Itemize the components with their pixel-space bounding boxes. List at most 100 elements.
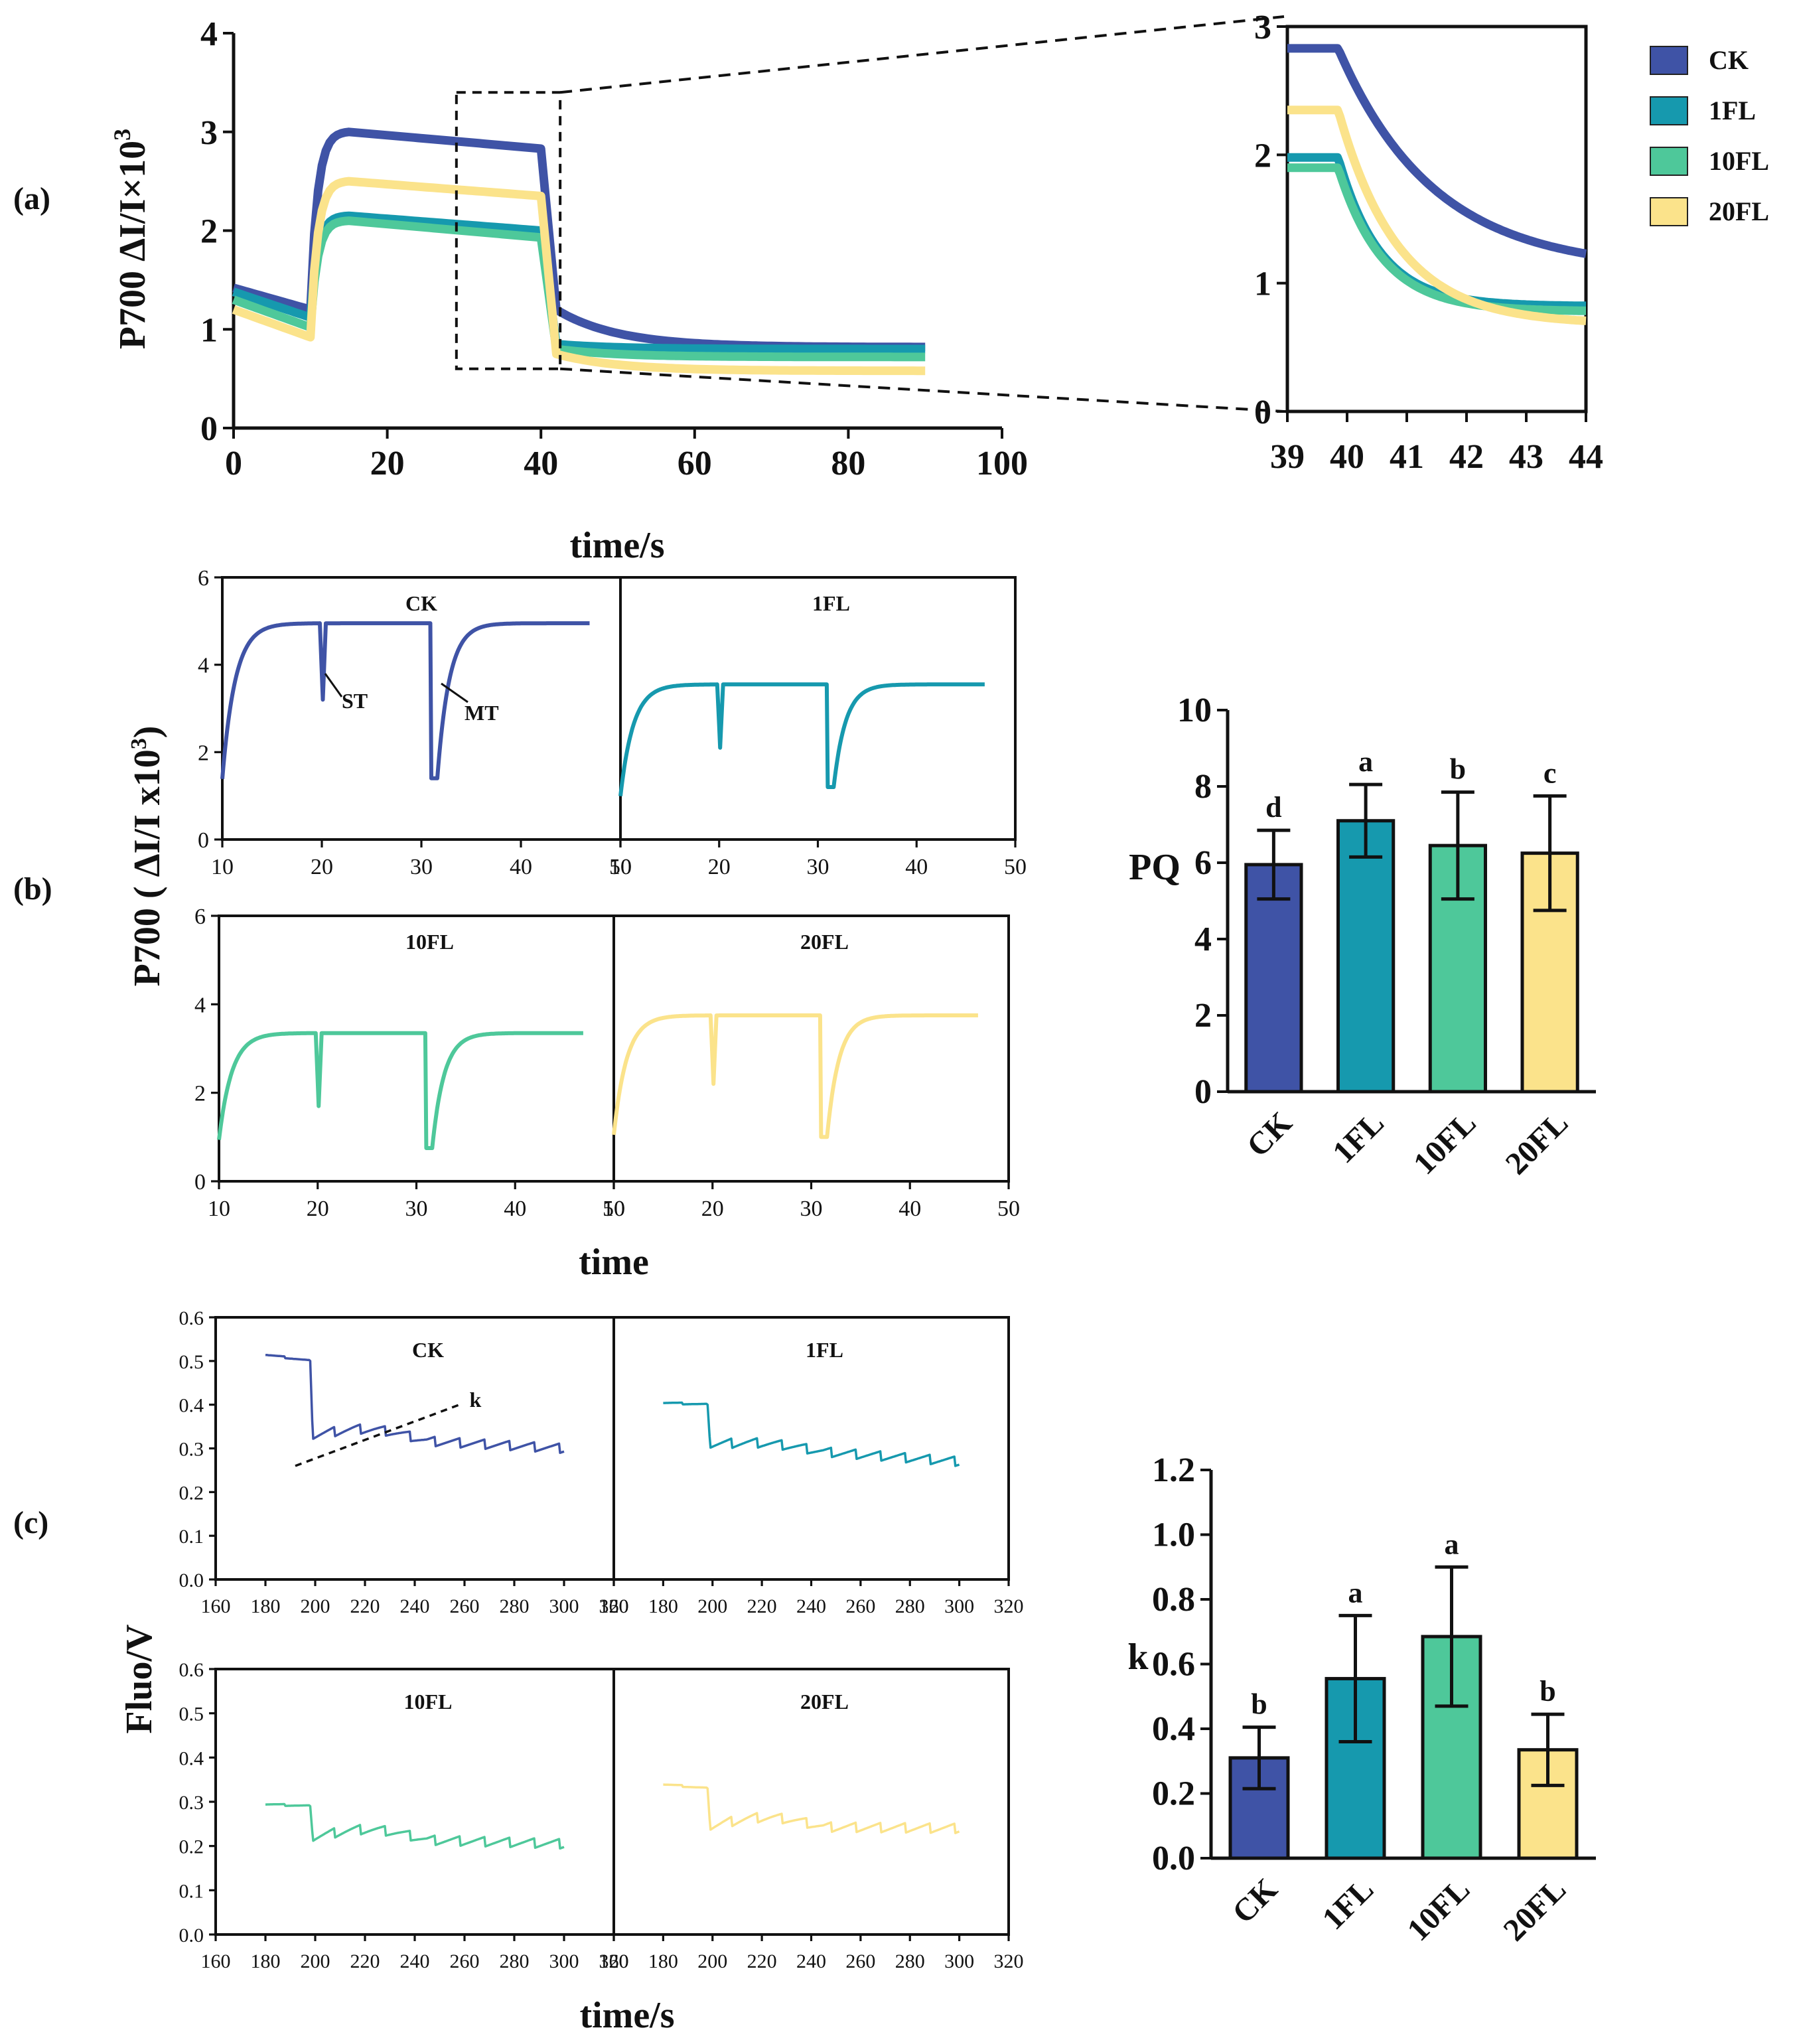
b-trace-20FL-xtick-label: 50 — [997, 1197, 1020, 1221]
b-trace-10FL-ytick-label: 0 — [194, 1170, 206, 1195]
c-trace-CK-xtick-label: 200 — [301, 1595, 330, 1617]
b-trace-10FL-ytick-label: 4 — [194, 993, 206, 1017]
b-xlabel: time — [579, 1242, 649, 1283]
a-main-xtick-label: 20 — [370, 445, 405, 482]
c-trace-10FL-xtick-label: 260 — [450, 1950, 480, 1972]
b-trace-CK-xtick-label: 30 — [410, 855, 433, 879]
c-trace-10FL-ytick-label: 0.6 — [179, 1659, 204, 1681]
b-bar-sig-1FL: a — [1358, 745, 1373, 778]
a-zoom-xtick-label: 39 — [1270, 438, 1305, 476]
c-trace-10FL-ytick-label: 0.0 — [179, 1925, 204, 1946]
c-trace-20FL-line — [663, 1783, 960, 1834]
panel-label-b: (b) — [13, 871, 52, 907]
c-trace-CK-xtick-label: 260 — [450, 1595, 480, 1617]
a-zoom-ytick-label: 0 — [1254, 394, 1271, 431]
c-trace-10FL-title: 10FL — [404, 1690, 453, 1714]
b-trace-CK-ytick-label: 0 — [198, 828, 209, 853]
c-trace-1FL-xtick-label: 260 — [845, 1595, 875, 1617]
c-bar-ytick-label: 0.0 — [1152, 1840, 1195, 1877]
a-main-line-1FL — [232, 211, 926, 354]
legend-label-20FL: 20FL — [1709, 196, 1769, 226]
a-main-ytick-label: 4 — [200, 15, 218, 53]
c-trace-20FL-xtick-label: 160 — [599, 1950, 629, 1972]
b-trace-20FL-line — [612, 1013, 979, 1139]
b-trace-20FL-xtick-label: 20 — [701, 1197, 724, 1221]
a-zoom-xtick-label: 44 — [1569, 438, 1603, 476]
panel-label-c: (c) — [13, 1505, 48, 1540]
b-trace-CK-xtick-label: 20 — [311, 855, 333, 879]
legend-swatch-20FL — [1650, 197, 1688, 226]
b-trace-10FL-ytick-label: 6 — [194, 905, 206, 929]
c-trace-10FL-line — [265, 1802, 565, 1850]
a-zoom-xtick-label: 41 — [1390, 438, 1424, 476]
c-trace-10FL-xtick-label: 280 — [500, 1950, 530, 1972]
c-trace-CK-ytick-label: 0.0 — [179, 1570, 204, 1591]
c-trace-CK-xtick-label: 220 — [350, 1595, 380, 1617]
a-zoom-line-20FL — [1285, 106, 1588, 325]
c-trace-10FL-ytick-label: 0.1 — [179, 1880, 204, 1902]
b-annot-st-arrow — [324, 673, 343, 697]
b-bar-bar-CK — [1244, 863, 1303, 1094]
b-trace-10FL-xtick-label: 10 — [208, 1197, 230, 1221]
b-bar-sig-CK: d — [1265, 791, 1281, 824]
c-trace-1FL-title: 1FL — [806, 1338, 843, 1362]
a-main-ytick-label: 1 — [200, 311, 218, 349]
b-trace-CK-frame — [221, 576, 622, 841]
c-trace-10FL-ytick-label: 0.4 — [179, 1747, 204, 1769]
b-trace-CK-xtick-label: 50 — [609, 855, 632, 879]
c-trace-20FL-title: 20FL — [800, 1690, 849, 1714]
c-ylabel: Fluo/V — [119, 1625, 160, 1734]
c-trace-CK-xtick-label: 300 — [549, 1595, 579, 1617]
legend-swatch-10FL — [1650, 147, 1688, 176]
a-zoom-box — [455, 91, 562, 370]
b-bar-xlabel-10FL: 10FL — [1407, 1105, 1483, 1181]
a-zoom-line-10FL — [1285, 163, 1588, 315]
a-zoom-xtick-label: 42 — [1449, 438, 1484, 476]
a-zoom-ytick-label: 3 — [1254, 9, 1271, 46]
b-trace-10FL-xtick-label: 40 — [504, 1197, 526, 1221]
b-annot-st: ST — [342, 689, 368, 713]
b-trace-10FL-xtick-label: 20 — [307, 1197, 329, 1221]
a-main-xtick-label: 80 — [831, 445, 865, 482]
c-bar-ytick-label: 0.4 — [1152, 1710, 1195, 1748]
c-bar-ytick-label: 1.0 — [1152, 1516, 1195, 1554]
c-trace-CK-line — [265, 1353, 565, 1454]
a-zoom-connector-bottom — [560, 367, 1285, 413]
a-zoom-line-CK — [1285, 44, 1588, 258]
a-main-ytick-label: 3 — [200, 114, 218, 152]
c-bar-ytick-label: 0.6 — [1152, 1646, 1195, 1684]
b-bar-sig-10FL: b — [1450, 753, 1466, 786]
b-trace-1FL-xtick-label: 50 — [1004, 855, 1027, 879]
panel-label-a: (a) — [13, 181, 50, 216]
a-main-xtick-label: 100 — [976, 445, 1028, 482]
c-annot-k-line — [295, 1404, 461, 1467]
c-trace-10FL-xtick-label: 320 — [599, 1950, 629, 1972]
b-trace-CK-line — [220, 621, 591, 780]
b-trace-10FL-line — [217, 1031, 585, 1150]
c-trace-10FL-xtick-label: 200 — [301, 1950, 330, 1972]
c-trace-1FL-xtick-label: 180 — [648, 1595, 678, 1617]
c-bar-ytick-label: 1.2 — [1152, 1451, 1195, 1489]
b-bar-ylabel: PQ — [1129, 847, 1181, 888]
c-bar-xlabel-1FL: 1FL — [1315, 1871, 1380, 1936]
c-bar-xlabel-20FL: 20FL — [1496, 1871, 1573, 1948]
legend-swatch-1FL — [1650, 96, 1688, 125]
b-trace-10FL-ytick-label: 2 — [194, 1082, 206, 1106]
b-bar-xlabel-1FL: 1FL — [1326, 1105, 1391, 1170]
c-trace-10FL-xtick-label: 220 — [350, 1950, 380, 1972]
c-bar-ytick-label: 0.2 — [1152, 1775, 1195, 1813]
b-bar-ytick-label: 0 — [1194, 1073, 1212, 1111]
c-xlabel: time/s — [579, 1995, 674, 2036]
c-trace-CK-title: CK — [412, 1338, 444, 1362]
c-trace-10FL-xtick-label: 160 — [201, 1950, 231, 1972]
a-main-line-20FL — [232, 177, 926, 376]
b-trace-CK-title: CK — [405, 591, 437, 615]
b-trace-20FL-title: 20FL — [800, 930, 849, 954]
c-trace-20FL-xtick-label: 280 — [895, 1950, 925, 1972]
c-bar-sig-CK: b — [1251, 1688, 1267, 1721]
b-bar-xlabel-20FL: 20FL — [1499, 1105, 1575, 1181]
b-trace-CK-ytick-label: 4 — [198, 654, 209, 678]
b-bar-ytick-label: 8 — [1194, 768, 1212, 806]
a-main-xtick-label: 0 — [225, 445, 242, 482]
